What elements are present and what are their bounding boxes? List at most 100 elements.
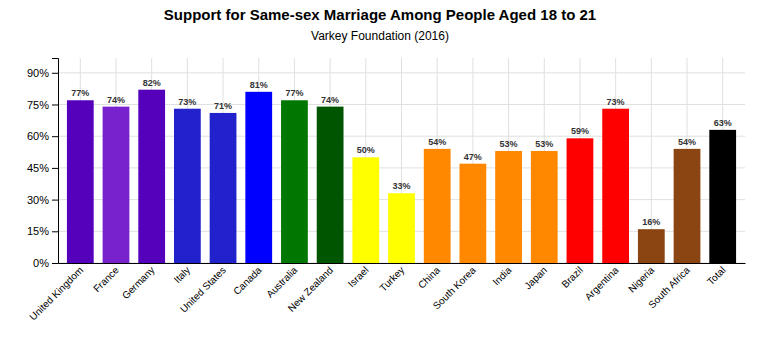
bar [638,229,665,263]
bar [245,92,272,263]
y-axis: 0% 15% 30% 45% 60% 75% 90% [27,59,59,270]
data-label: 74% [107,95,125,105]
bar [531,151,558,263]
data-label: 77% [71,88,89,98]
data-label: 33% [392,181,410,191]
bar [67,100,94,263]
bar [424,149,451,263]
x-tick-label: China [416,264,443,291]
x-tick-label: Italy [172,264,193,285]
y-tick: 60% [27,130,58,142]
y-tick-label: 30% [27,194,49,206]
bar [138,90,165,263]
x-tick: Canada [231,263,264,297]
x-tick: Australia [264,263,300,300]
x-tick-label: New Zealand [286,264,335,313]
y-tick: 30% [27,194,58,206]
y-tick-label: 75% [27,99,49,111]
data-labels: 77% 74% 82% 73% 71% 81% 77% 74% 50% 33% 54% 47% 53% 5… [71,78,731,227]
x-tick-label: Germany [120,264,157,301]
y-tick-label: 15% [27,225,49,237]
x-tick: France [91,263,121,294]
bar [210,113,237,263]
y-tick-label: 90% [27,67,49,79]
data-label: 50% [357,145,375,155]
x-tick: South Korea [431,263,478,312]
chart-container: Support for Same-sex Marriage Among Peop… [0,0,760,341]
x-tick-label: Turkey [377,264,406,293]
bar [103,107,130,263]
data-label: 16% [642,217,660,227]
x-tick: Argentina [583,263,621,302]
bar [495,151,522,263]
bar [281,100,308,263]
y-tick: 75% [27,99,58,111]
y-tick-mark [52,200,58,201]
x-axis-line [59,263,746,264]
data-label: 59% [571,126,589,136]
x-tick-label: South Africa [646,264,692,310]
x-tick-label: Argentina [583,264,621,302]
x-tick: Germany [120,263,157,301]
bar [674,149,701,263]
y-tick-mark [52,168,58,169]
x-tick: United States [178,263,228,315]
bar [602,109,629,263]
y-tick-label: 45% [27,162,49,174]
y-tick: 0% [33,257,58,269]
x-tick: Turkey [377,263,406,294]
data-label: 74% [321,95,339,105]
y-tick-mark [52,263,58,264]
bar [459,164,486,263]
data-label: 54% [678,137,696,147]
y-tick-label: 0% [33,257,49,269]
chart-svg: Support for Same-sex Marriage Among Peop… [0,0,760,341]
bar [317,107,344,263]
x-tick: South Africa [646,263,692,310]
x-tick-label: Total [705,264,728,287]
data-label: 77% [285,88,303,98]
chart-title: Support for Same-sex Marriage Among Peop… [164,6,596,23]
x-tick: China [416,263,443,291]
x-tick-label: United Kingdom [27,264,85,322]
bar [352,157,379,263]
data-label: 47% [464,152,482,162]
x-tick: Japan [522,263,549,291]
y-tick-mark [52,136,58,137]
bar [709,130,736,263]
x-tick: Total [705,263,728,287]
data-label: 73% [607,97,625,107]
y-tick: 45% [27,162,58,174]
y-tick: 15% [27,225,58,237]
data-label: 81% [250,80,268,90]
x-tick-label: United States [178,264,228,314]
x-tick: Brazil [559,263,584,290]
x-tick: India [490,263,513,288]
x-tick-label: Canada [231,264,264,297]
grid [58,58,745,263]
x-tick: Israel [346,263,371,289]
bar [567,138,594,263]
x-tick: New Zealand [286,263,335,314]
x-tick-label: Japan [522,264,549,291]
x-tick-label: Brazil [559,264,584,289]
x-tick-label: Nigeria [626,264,656,294]
y-tick-mark [52,231,58,232]
y-tick-label: 60% [27,130,49,142]
x-tick: Italy [172,263,193,285]
x-tick-label: Australia [264,264,300,300]
bars [67,90,736,263]
x-tick: Nigeria [626,263,656,295]
data-label: 53% [500,139,518,149]
x-tick-label: South Korea [431,264,478,311]
plot-area: 0% 15% 30% 45% 60% 75% 90% United KingdomFrance… [27,58,746,323]
y-tick-mark [52,73,58,74]
bar [174,109,201,263]
y-axis-line [52,59,59,264]
x-tick-label: France [91,264,121,294]
x-tick-label: Israel [346,264,371,289]
x-tick: United Kingdom [27,263,85,323]
data-label: 71% [214,101,232,111]
data-label: 53% [535,139,553,149]
data-label: 82% [143,78,161,88]
